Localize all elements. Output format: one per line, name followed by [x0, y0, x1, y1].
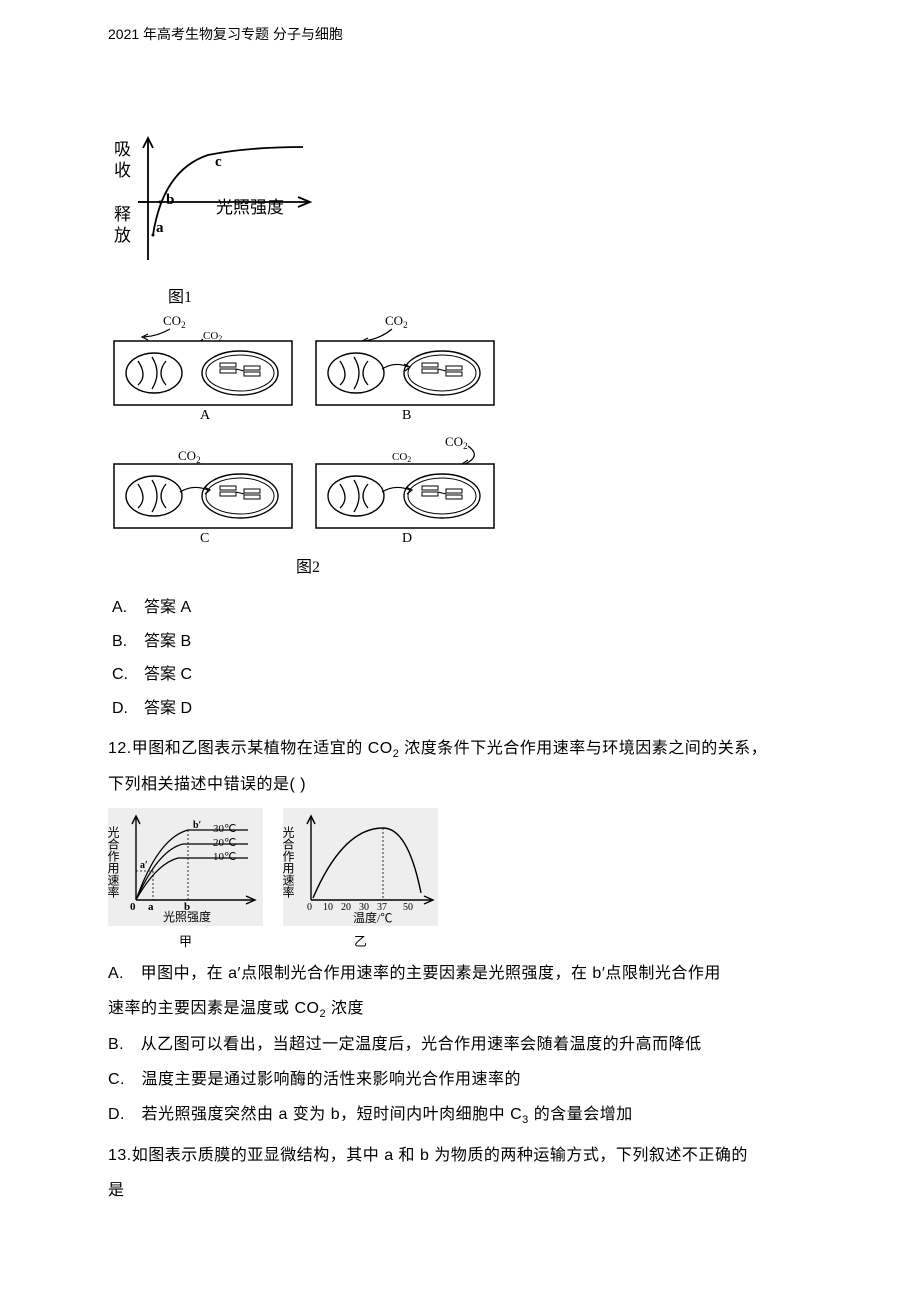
q12-options: A. 甲图中，在 a′点限制光合作用速率的主要因素是光照强度，在 b′点限制光合…	[108, 956, 808, 1132]
q12-c-text: 温度主要是通过影响酶的活性来影响光合作用速率的	[142, 1071, 522, 1088]
fig2-panel-d: CO2 CO2 D	[310, 434, 500, 551]
svg-text:温度/℃: 温度/℃	[353, 910, 392, 925]
svg-text:30℃: 30℃	[213, 823, 236, 835]
svg-text:CO2: CO2	[178, 448, 201, 465]
q13-stem-2: 是	[108, 1182, 125, 1199]
option-b-text: 答案 B	[144, 633, 191, 650]
fig1-xlabel: 光照强度	[216, 193, 284, 218]
q12-fig-yi: 光合作用速率 0 10 20 30 37 50 温度/℃ 乙	[283, 808, 438, 950]
fig2-panel-a: CO2 CO2	[108, 311, 298, 428]
q11-options: A.答案 A B.答案 B C.答案 C D.答案 D	[112, 591, 808, 725]
svg-text:CO2: CO2	[445, 434, 468, 451]
q12-option-a: A. 甲图中，在 a′点限制光合作用速率的主要因素是光照强度，在 b′点限制光合…	[108, 956, 808, 991]
option-d: D.答案 D	[112, 692, 808, 726]
q12-fig-jia-caption: 甲	[108, 931, 263, 950]
option-a-text: 答案 A	[144, 599, 191, 616]
figure-2: CO2 CO2	[108, 311, 508, 577]
fig1-ylabel-bottom: 释放	[108, 205, 133, 247]
fig1-point-a: a	[156, 220, 164, 237]
q12-stem-3: 下列相关描述中错误的是( )	[108, 776, 306, 793]
q12-fig-yi-caption: 乙	[283, 931, 438, 950]
q12-a-text: 甲图中，在 a′点限制光合作用速率的主要因素是光照强度，在 b′点限制光合作用	[141, 965, 721, 982]
option-a: A.答案 A	[112, 591, 808, 625]
q12-option-d: D. 若光照强度突然由 a 变为 b，短时间内叶肉细胞中 C3 的含量会增加	[108, 1097, 808, 1132]
q12-stem: 12.甲图和乙图表示某植物在适宜的 CO2 浓度条件下光合作用速率与环境因素之间…	[108, 731, 808, 802]
q12-option-b: B. 从乙图可以看出，当超过一定温度后，光合作用速率会随着温度的升高而降低	[108, 1027, 808, 1062]
q12-fig-jia: 光合作用速率 b′ a′ 30℃ 20℃ 10℃ 0	[108, 808, 263, 950]
figure-2-caption: 图2	[108, 553, 508, 577]
q12-stem-1: 12.甲图和乙图表示某植物在适宜的 CO	[108, 740, 393, 757]
svg-text:10: 10	[323, 902, 333, 913]
option-b: B.答案 B	[112, 625, 808, 659]
figure-1-caption: 图1	[168, 283, 808, 307]
svg-text:光合作用速率: 光合作用速率	[108, 825, 120, 897]
q12-a2-end: 浓度	[326, 1000, 364, 1017]
q12-option-c: C. 温度主要是通过影响酶的活性来影响光合作用速率的	[108, 1062, 808, 1097]
svg-text:A: A	[200, 408, 211, 423]
fig1-point-b: b	[166, 192, 174, 209]
figure-1: 吸收 释放 光照强度 a b c	[108, 130, 368, 285]
page-content: 吸收 释放 光照强度 a b c 图1 CO2 CO2	[108, 130, 808, 1209]
svg-text:CO2: CO2	[163, 313, 186, 330]
svg-text:0: 0	[307, 902, 312, 913]
option-d-text: 答案 D	[144, 700, 192, 717]
svg-text:D: D	[402, 531, 412, 546]
page-header: 2021 年高考生物复习专题 分子与细胞	[108, 24, 343, 44]
svg-text:a: a	[148, 901, 154, 913]
svg-text:50: 50	[403, 902, 413, 913]
svg-text:10℃: 10℃	[213, 851, 236, 863]
svg-text:B: B	[402, 408, 411, 423]
fig1-point-c: c	[215, 154, 222, 171]
q12-d-sub: 3	[522, 1114, 529, 1126]
svg-text:20℃: 20℃	[213, 837, 236, 849]
fig1-ylabel-top: 吸收	[108, 140, 133, 182]
q12-option-a2: 速率的主要因素是温度或 CO2 浓度	[108, 991, 808, 1026]
svg-text:光合作用速率: 光合作用速率	[283, 825, 295, 897]
fig2-panel-b: CO2 B	[310, 311, 500, 428]
svg-text:CO2: CO2	[385, 313, 408, 330]
option-c-text: 答案 C	[144, 666, 192, 683]
q12-b-text: 从乙图可以看出，当超过一定温度后，光合作用速率会随着温度的升高而降低	[141, 1036, 702, 1053]
q12-a2-text: 速率的主要因素是温度或 CO	[108, 1000, 319, 1017]
svg-text:0: 0	[130, 901, 136, 913]
q13-stem: 13.如图表示质膜的亚显微结构，其中 a 和 b 为物质的两种运输方式，下列叙述…	[108, 1138, 808, 1208]
q12-d-text: 若光照强度突然由 a 变为 b，短时间内叶肉细胞中 C	[142, 1106, 523, 1123]
q12-figures: 光合作用速率 b′ a′ 30℃ 20℃ 10℃ 0	[108, 808, 808, 950]
svg-text:光照强度: 光照强度	[163, 909, 211, 924]
svg-text:CO2: CO2	[392, 451, 411, 464]
fig2-panel-c: CO2 C	[108, 434, 298, 551]
q13-stem-1: 13.如图表示质膜的亚显微结构，其中 a 和 b 为物质的两种运输方式，下列叙述…	[108, 1147, 748, 1164]
q12-d-end: 的含量会增加	[529, 1106, 633, 1123]
svg-text:b′: b′	[193, 820, 202, 831]
svg-text:a′: a′	[140, 860, 148, 871]
svg-text:C: C	[200, 531, 209, 546]
option-c: C.答案 C	[112, 658, 808, 692]
svg-text:20: 20	[341, 902, 351, 913]
q12-stem-2: 浓度条件下光合作用速率与环境因素之间的关系，	[399, 740, 767, 757]
